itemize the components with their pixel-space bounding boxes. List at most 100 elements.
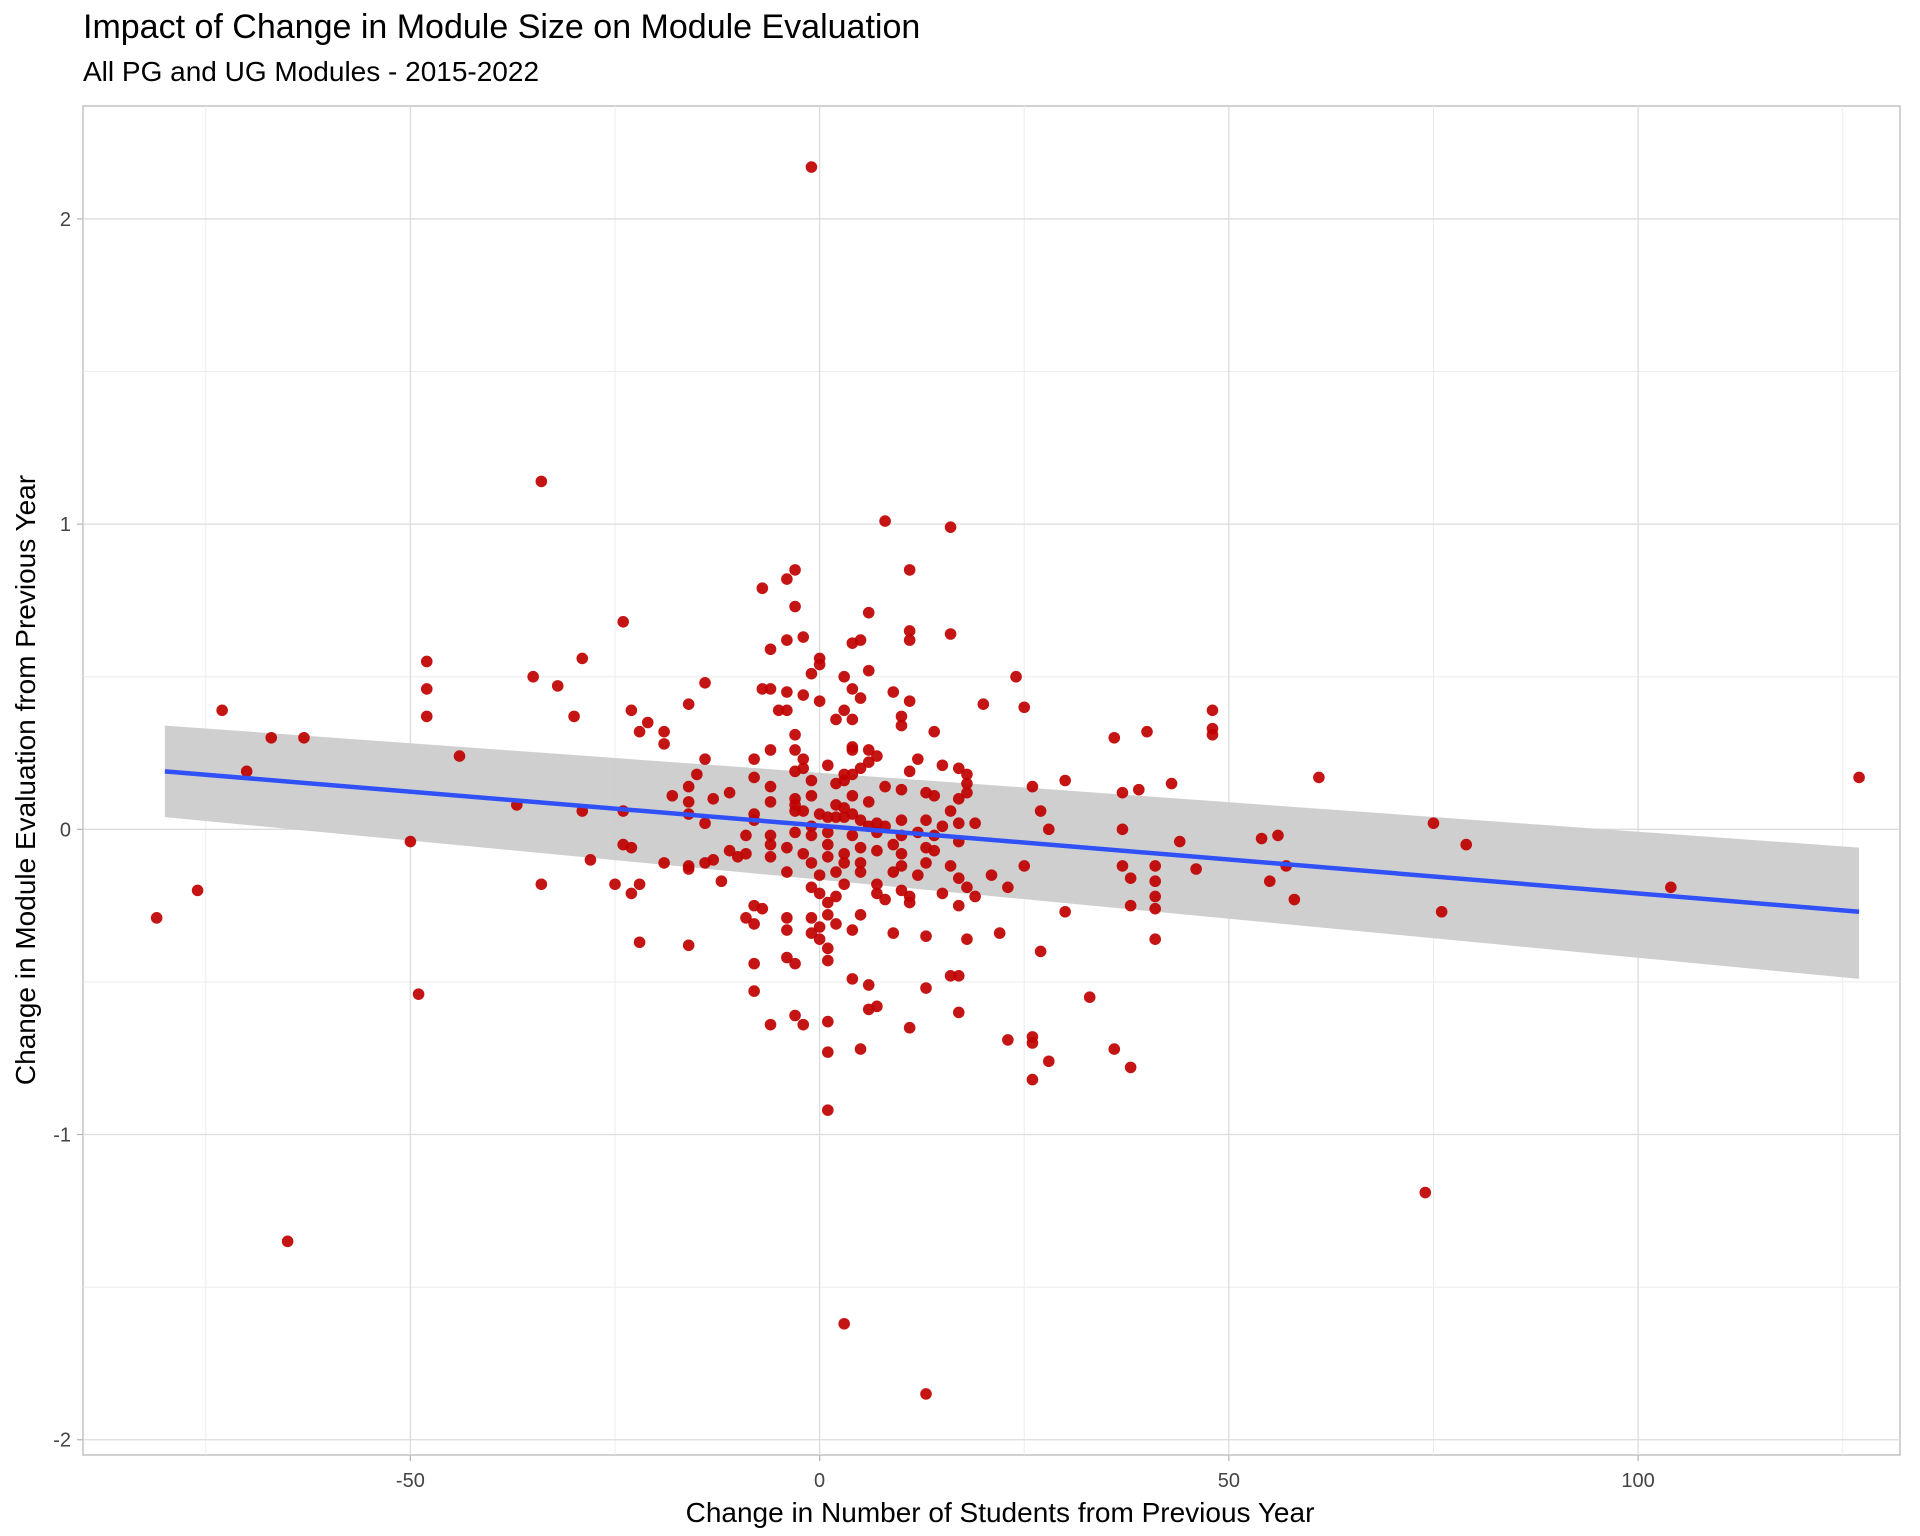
data-point xyxy=(830,866,842,878)
data-point xyxy=(1190,863,1202,875)
data-point xyxy=(846,973,859,985)
data-point xyxy=(781,866,793,878)
data-point xyxy=(822,838,834,851)
data-point xyxy=(781,686,793,698)
data-point xyxy=(936,887,949,900)
data-point xyxy=(887,686,900,698)
data-point xyxy=(1124,1061,1137,1074)
data-point xyxy=(846,789,859,802)
chart-subtitle: All PG and UG Modules - 2015-2022 xyxy=(83,56,540,87)
trend-line xyxy=(164,769,1860,914)
data-point xyxy=(985,869,998,881)
data-point xyxy=(764,683,777,695)
data-point xyxy=(944,860,957,872)
data-point xyxy=(961,768,973,781)
data-point xyxy=(789,1009,801,1022)
data-point xyxy=(625,704,638,717)
data-point xyxy=(846,829,859,842)
data-point xyxy=(1116,823,1129,836)
data-point xyxy=(1263,875,1276,888)
data-point xyxy=(830,811,842,823)
data-point xyxy=(912,869,924,881)
data-point xyxy=(952,762,965,775)
data-point xyxy=(1108,1043,1121,1055)
data-point xyxy=(944,805,957,817)
data-point xyxy=(789,728,801,741)
data-point xyxy=(895,847,908,860)
data-point xyxy=(952,970,965,982)
data-point xyxy=(952,1006,965,1019)
data-point xyxy=(1288,893,1301,906)
data-point xyxy=(764,643,777,656)
data-point xyxy=(789,564,801,576)
data-point xyxy=(748,753,760,765)
data-point xyxy=(658,738,670,750)
y-axis-ticks: -2 -1 0 1 2 xyxy=(53,209,83,1452)
data-point xyxy=(1149,875,1161,888)
data-point xyxy=(805,789,818,802)
data-point xyxy=(805,829,818,842)
y-tick-label: 0 xyxy=(60,819,71,841)
data-point xyxy=(715,875,728,888)
data-point xyxy=(535,475,548,488)
data-point xyxy=(789,826,801,839)
data-point xyxy=(748,957,760,970)
data-point xyxy=(887,927,900,939)
data-point xyxy=(813,933,826,946)
data-point xyxy=(854,866,867,878)
data-point xyxy=(527,670,539,683)
data-point xyxy=(822,1015,834,1028)
data-point xyxy=(1141,725,1153,738)
data-point xyxy=(789,805,801,817)
data-point xyxy=(944,970,957,982)
data-point xyxy=(903,625,916,637)
data-point xyxy=(191,884,204,897)
data-point xyxy=(961,933,973,946)
data-point xyxy=(576,652,589,665)
data-point xyxy=(420,710,433,723)
x-tick-label: 0 xyxy=(814,1470,825,1492)
data-point xyxy=(1665,881,1677,894)
data-point xyxy=(781,912,793,924)
data-point xyxy=(617,615,629,628)
data-point xyxy=(633,878,646,891)
data-point xyxy=(928,725,941,738)
data-point xyxy=(723,844,736,857)
data-point xyxy=(797,1018,810,1031)
data-point xyxy=(977,698,990,710)
data-point xyxy=(633,725,646,738)
data-point xyxy=(1460,838,1473,851)
data-point xyxy=(903,1021,916,1034)
y-tick-label: -2 xyxy=(53,1430,71,1452)
data-point xyxy=(1116,786,1129,799)
data-point xyxy=(871,750,883,762)
data-point xyxy=(298,731,310,744)
data-point xyxy=(1034,945,1047,958)
data-point xyxy=(535,878,548,891)
data-point xyxy=(854,857,867,869)
data-point xyxy=(420,683,433,695)
data-point xyxy=(822,942,834,955)
data-point xyxy=(813,869,826,881)
data-point xyxy=(822,811,834,823)
data-point xyxy=(846,808,859,820)
data-point xyxy=(961,786,973,799)
data-point xyxy=(895,884,908,897)
data-point xyxy=(920,814,932,826)
data-point xyxy=(903,765,916,778)
data-point xyxy=(1149,902,1161,915)
data-point xyxy=(756,902,769,915)
data-point xyxy=(1116,860,1129,872)
data-point xyxy=(822,759,834,772)
data-point xyxy=(682,939,695,952)
y-axis-title: Change in Module Evaluation from Previou… xyxy=(10,475,41,1085)
data-point xyxy=(862,744,875,756)
data-point xyxy=(952,793,965,805)
data-point xyxy=(830,777,842,790)
data-point xyxy=(944,628,957,640)
data-point xyxy=(1173,835,1186,848)
data-point xyxy=(609,878,621,891)
data-point xyxy=(822,826,834,839)
data-point xyxy=(1427,817,1440,830)
data-point xyxy=(1002,881,1014,894)
